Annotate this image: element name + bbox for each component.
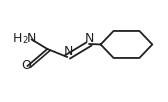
- Text: N: N: [85, 32, 95, 45]
- Text: O: O: [22, 59, 31, 72]
- Text: H: H: [13, 32, 22, 45]
- Text: N: N: [26, 32, 36, 45]
- Text: 2: 2: [23, 36, 28, 45]
- Text: N: N: [64, 45, 73, 58]
